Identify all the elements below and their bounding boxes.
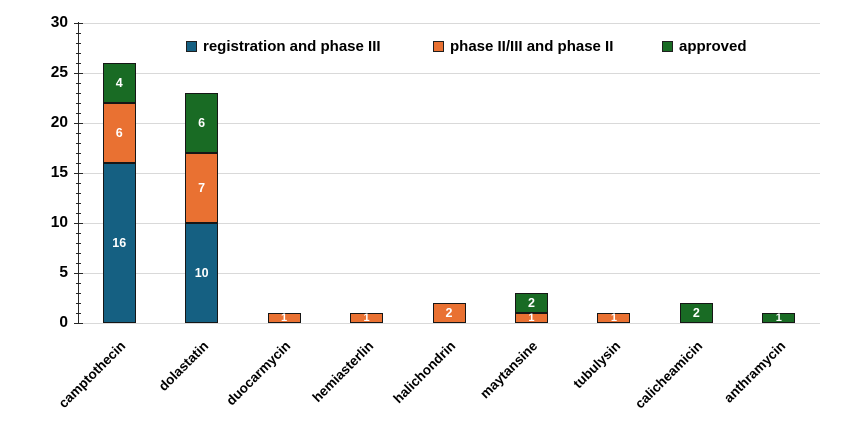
y-major-tick [73, 123, 83, 124]
bar-segment-value-label: 2 [527, 295, 535, 310]
y-minor-tick [75, 253, 81, 254]
y-tick-label: 10 [50, 214, 68, 231]
y-minor-tick [75, 163, 81, 164]
y-gridline [78, 323, 820, 324]
y-minor-tick [75, 283, 81, 284]
x-axis-label: hemiasterlin [309, 338, 376, 406]
y-major-tick [73, 323, 83, 324]
y-minor-tick [75, 103, 81, 104]
bar-segment-value-label: 7 [198, 180, 206, 195]
y-minor-tick [75, 93, 81, 94]
y-minor-tick [75, 33, 81, 34]
y-gridline [78, 223, 820, 224]
bar-segment: 16 [102, 163, 136, 323]
y-major-tick [73, 223, 83, 224]
bar-segment-value-label: 1 [281, 311, 288, 324]
y-major-tick [73, 273, 83, 274]
y-minor-tick [75, 133, 81, 134]
y-gridline [78, 123, 820, 124]
y-gridline [78, 273, 820, 274]
legend-item: approved [662, 37, 747, 55]
bar-segment: 1 [597, 311, 631, 324]
bar-segment-value-label: 10 [194, 265, 209, 280]
y-tick-label: 20 [50, 114, 68, 131]
y-minor-tick [75, 153, 81, 154]
bar-segment-value-label: 16 [112, 235, 127, 250]
y-tick-label: 5 [59, 264, 68, 281]
y-tick-label: 0 [59, 314, 68, 331]
x-axis-label: maytansine [477, 338, 541, 402]
y-minor-tick [75, 213, 81, 214]
x-axis-label: camptothecin [55, 338, 129, 411]
y-major-tick [73, 23, 83, 24]
y-minor-tick [75, 183, 81, 184]
legend-label: phase II/III and phase II [450, 37, 614, 55]
y-minor-tick [75, 113, 81, 114]
bar-segment: 2 [514, 293, 548, 313]
y-minor-tick [75, 143, 81, 144]
bar-segment-value-label: 1 [528, 311, 535, 324]
y-minor-tick [75, 293, 81, 294]
bar-segment: 10 [185, 223, 219, 323]
bar-segment-value-label: 1 [610, 311, 617, 324]
bar-segment: 6 [102, 103, 136, 163]
x-axis-label: anthramycin [720, 338, 789, 406]
y-minor-tick [75, 203, 81, 204]
y-minor-tick [75, 243, 81, 244]
legend-swatch-icon [186, 40, 197, 52]
bar-segment: 4 [102, 63, 136, 103]
x-axis-label: halichondrin [390, 338, 459, 407]
x-axis-label: dolastatin [155, 338, 211, 394]
bar-segment: 1 [762, 311, 796, 324]
y-minor-tick [75, 193, 81, 194]
y-tick-label: 30 [50, 14, 68, 31]
bar-segment-value-label: 4 [115, 75, 123, 90]
bar-segment-value-label: 2 [692, 305, 700, 320]
bar-segment: 6 [185, 93, 219, 153]
y-tick-label: 15 [50, 164, 68, 181]
bar-segment-value-label: 2 [445, 305, 453, 320]
bar-segment: 1 [267, 311, 301, 324]
y-minor-tick [75, 263, 81, 264]
y-gridline [78, 23, 820, 24]
bar-segment-value-label: 1 [363, 311, 370, 324]
bar-segment: 1 [350, 311, 384, 324]
y-tick-label: 25 [50, 64, 68, 81]
y-minor-tick [75, 43, 81, 44]
y-minor-tick [75, 313, 81, 314]
bar-segment: 2 [679, 303, 713, 323]
y-minor-tick [75, 233, 81, 234]
legend-swatch-icon [433, 40, 444, 52]
y-gridline [78, 173, 820, 174]
bar-segment: 2 [432, 303, 466, 323]
bar-segment-value-label: 6 [115, 125, 123, 140]
y-gridline [78, 73, 820, 74]
legend-swatch-icon [662, 40, 673, 52]
legend-item: registration and phase III [186, 37, 381, 55]
legend-item: phase II/III and phase II [433, 37, 613, 55]
x-axis-label: duocarmycin [223, 338, 294, 409]
y-minor-tick [75, 53, 81, 54]
bar-segment-value-label: 1 [775, 311, 782, 324]
legend-label: registration and phase III [203, 37, 381, 55]
bar-segment: 1 [514, 311, 548, 324]
x-axis-label: calicheamicin [632, 338, 706, 412]
y-major-tick [73, 73, 83, 74]
x-axis-label: tubulysin [570, 338, 624, 392]
y-major-tick [73, 173, 83, 174]
bar-segment-value-label: 6 [198, 115, 206, 130]
legend-label: approved [679, 37, 747, 55]
y-minor-tick [75, 303, 81, 304]
y-minor-tick [75, 63, 81, 64]
y-minor-tick [75, 83, 81, 84]
bar-segment: 7 [185, 153, 219, 223]
